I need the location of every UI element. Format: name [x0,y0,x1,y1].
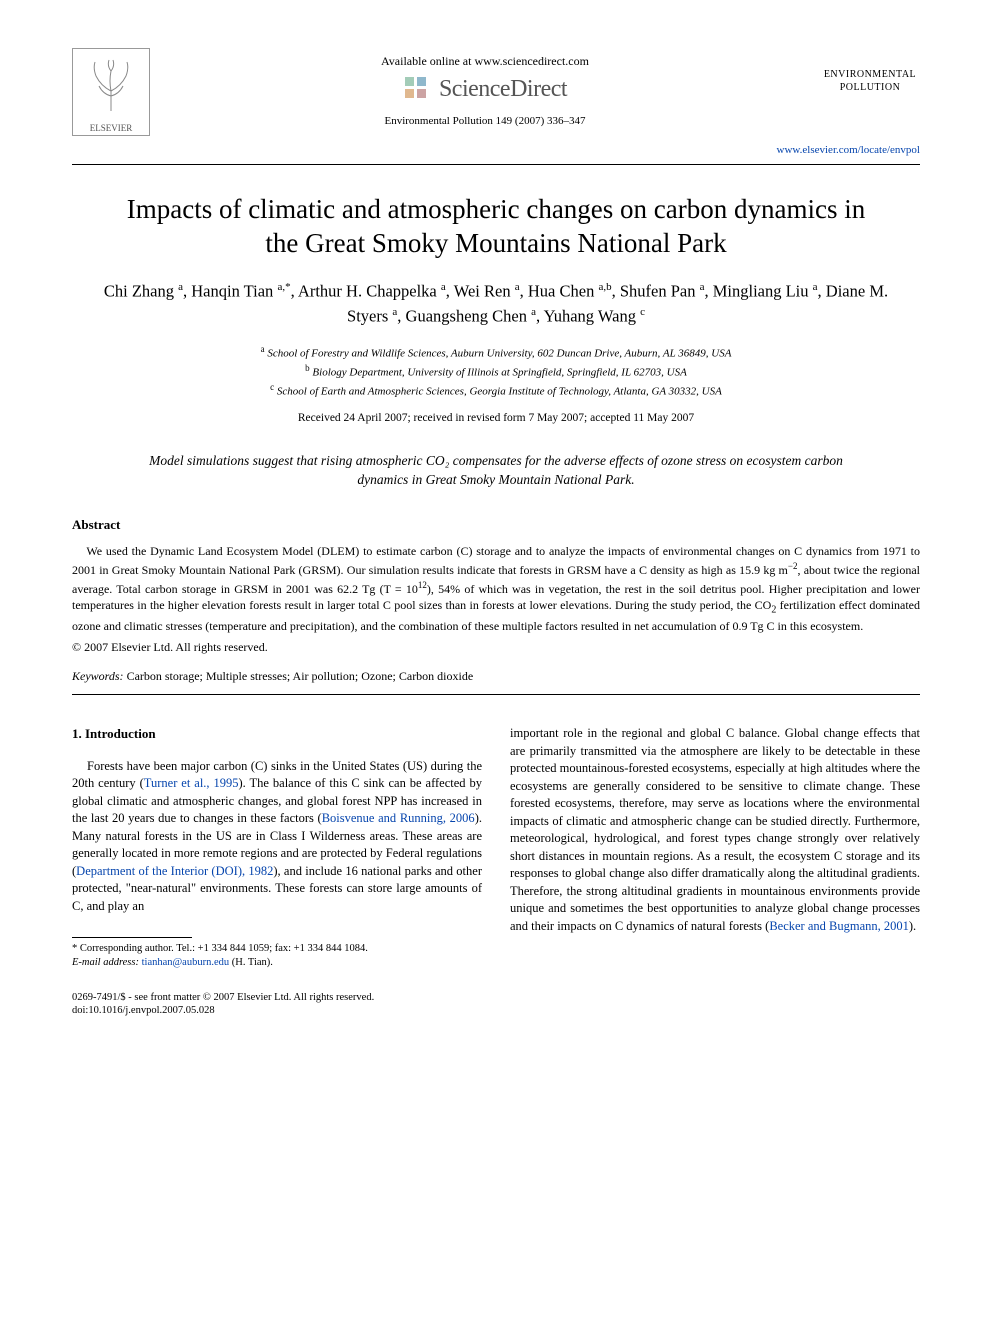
intro-para-2: important role in the regional and globa… [510,725,920,935]
corr-author-line: * Corresponding author. Tel.: +1 334 844… [72,942,482,956]
affil-b: b Biology Department, University of Illi… [72,362,920,381]
sciencedirect-text: ScienceDirect [439,76,567,103]
footnote-rule [72,937,192,938]
affil-a: a School of Forestry and Wildlife Scienc… [72,343,920,362]
available-online-text: Available online at www.sciencedirect.co… [150,54,820,69]
article-title: Impacts of climatic and atmospheric chan… [112,193,880,261]
corr-email-line: E-mail address: tianhan@auburn.edu (H. T… [72,956,482,970]
header-row: ELSEVIER Available online at www.science… [72,48,920,136]
affiliations: a School of Forestry and Wildlife Scienc… [72,343,920,400]
affil-c: c School of Earth and Atmospheric Scienc… [72,381,920,400]
sciencedirect-logo: ScienceDirect [403,75,567,103]
journal-name-2: POLLUTION [820,81,920,94]
corr-email[interactable]: tianhan@auburn.edu [142,957,230,968]
footer-left: 0269-7491/$ - see front matter © 2007 El… [72,991,374,1018]
page-footer: 0269-7491/$ - see front matter © 2007 El… [72,991,920,1018]
two-column-body: 1. Introduction Forests have been major … [72,725,920,970]
journal-name-1: ENVIRONMENTAL [820,68,920,81]
column-left: 1. Introduction Forests have been major … [72,725,482,970]
abstract-copyright: © 2007 Elsevier Ltd. All rights reserved… [72,640,920,655]
elsevier-label: ELSEVIER [90,123,133,133]
footer-issn: 0269-7491/$ - see front matter © 2007 El… [72,991,374,1005]
center-header: Available online at www.sciencedirect.co… [150,48,820,127]
citation-line: Environmental Pollution 149 (2007) 336–3… [150,115,820,127]
corr-email-paren: (H. Tian). [232,957,273,968]
journal-url-link[interactable]: www.elsevier.com/locate/envpol [72,144,920,156]
abstract-body: We used the Dynamic Land Ecosystem Model… [72,543,920,635]
footer-doi: doi:10.1016/j.envpol.2007.05.028 [72,1004,374,1018]
elsevier-logo: ELSEVIER [72,48,150,136]
intro-para-1: Forests have been major carbon (C) sinks… [72,758,482,916]
sciencedirect-icon [403,75,431,103]
header-rule [72,164,920,165]
capsule-summary: Model simulations suggest that rising at… [132,452,860,488]
elsevier-tree-icon [81,56,141,123]
corresponding-footnote: * Corresponding author. Tel.: +1 334 844… [72,942,482,970]
column-right: important role in the regional and globa… [510,725,920,970]
keywords-text: Carbon storage; Multiple stresses; Air p… [127,669,474,683]
article-dates: Received 24 April 2007; received in revi… [72,412,920,424]
section-divider [72,694,920,695]
keywords-label: Keywords: [72,669,124,683]
authors-line: Chi Zhang a, Hanqin Tian a,*, Arthur H. … [92,279,900,330]
intro-heading: 1. Introduction [72,725,482,743]
keywords-line: Keywords: Carbon storage; Multiple stres… [72,669,920,684]
abstract-heading: Abstract [72,517,920,533]
email-label: E-mail address: [72,957,139,968]
journal-name-box: ENVIRONMENTAL POLLUTION [820,48,920,94]
